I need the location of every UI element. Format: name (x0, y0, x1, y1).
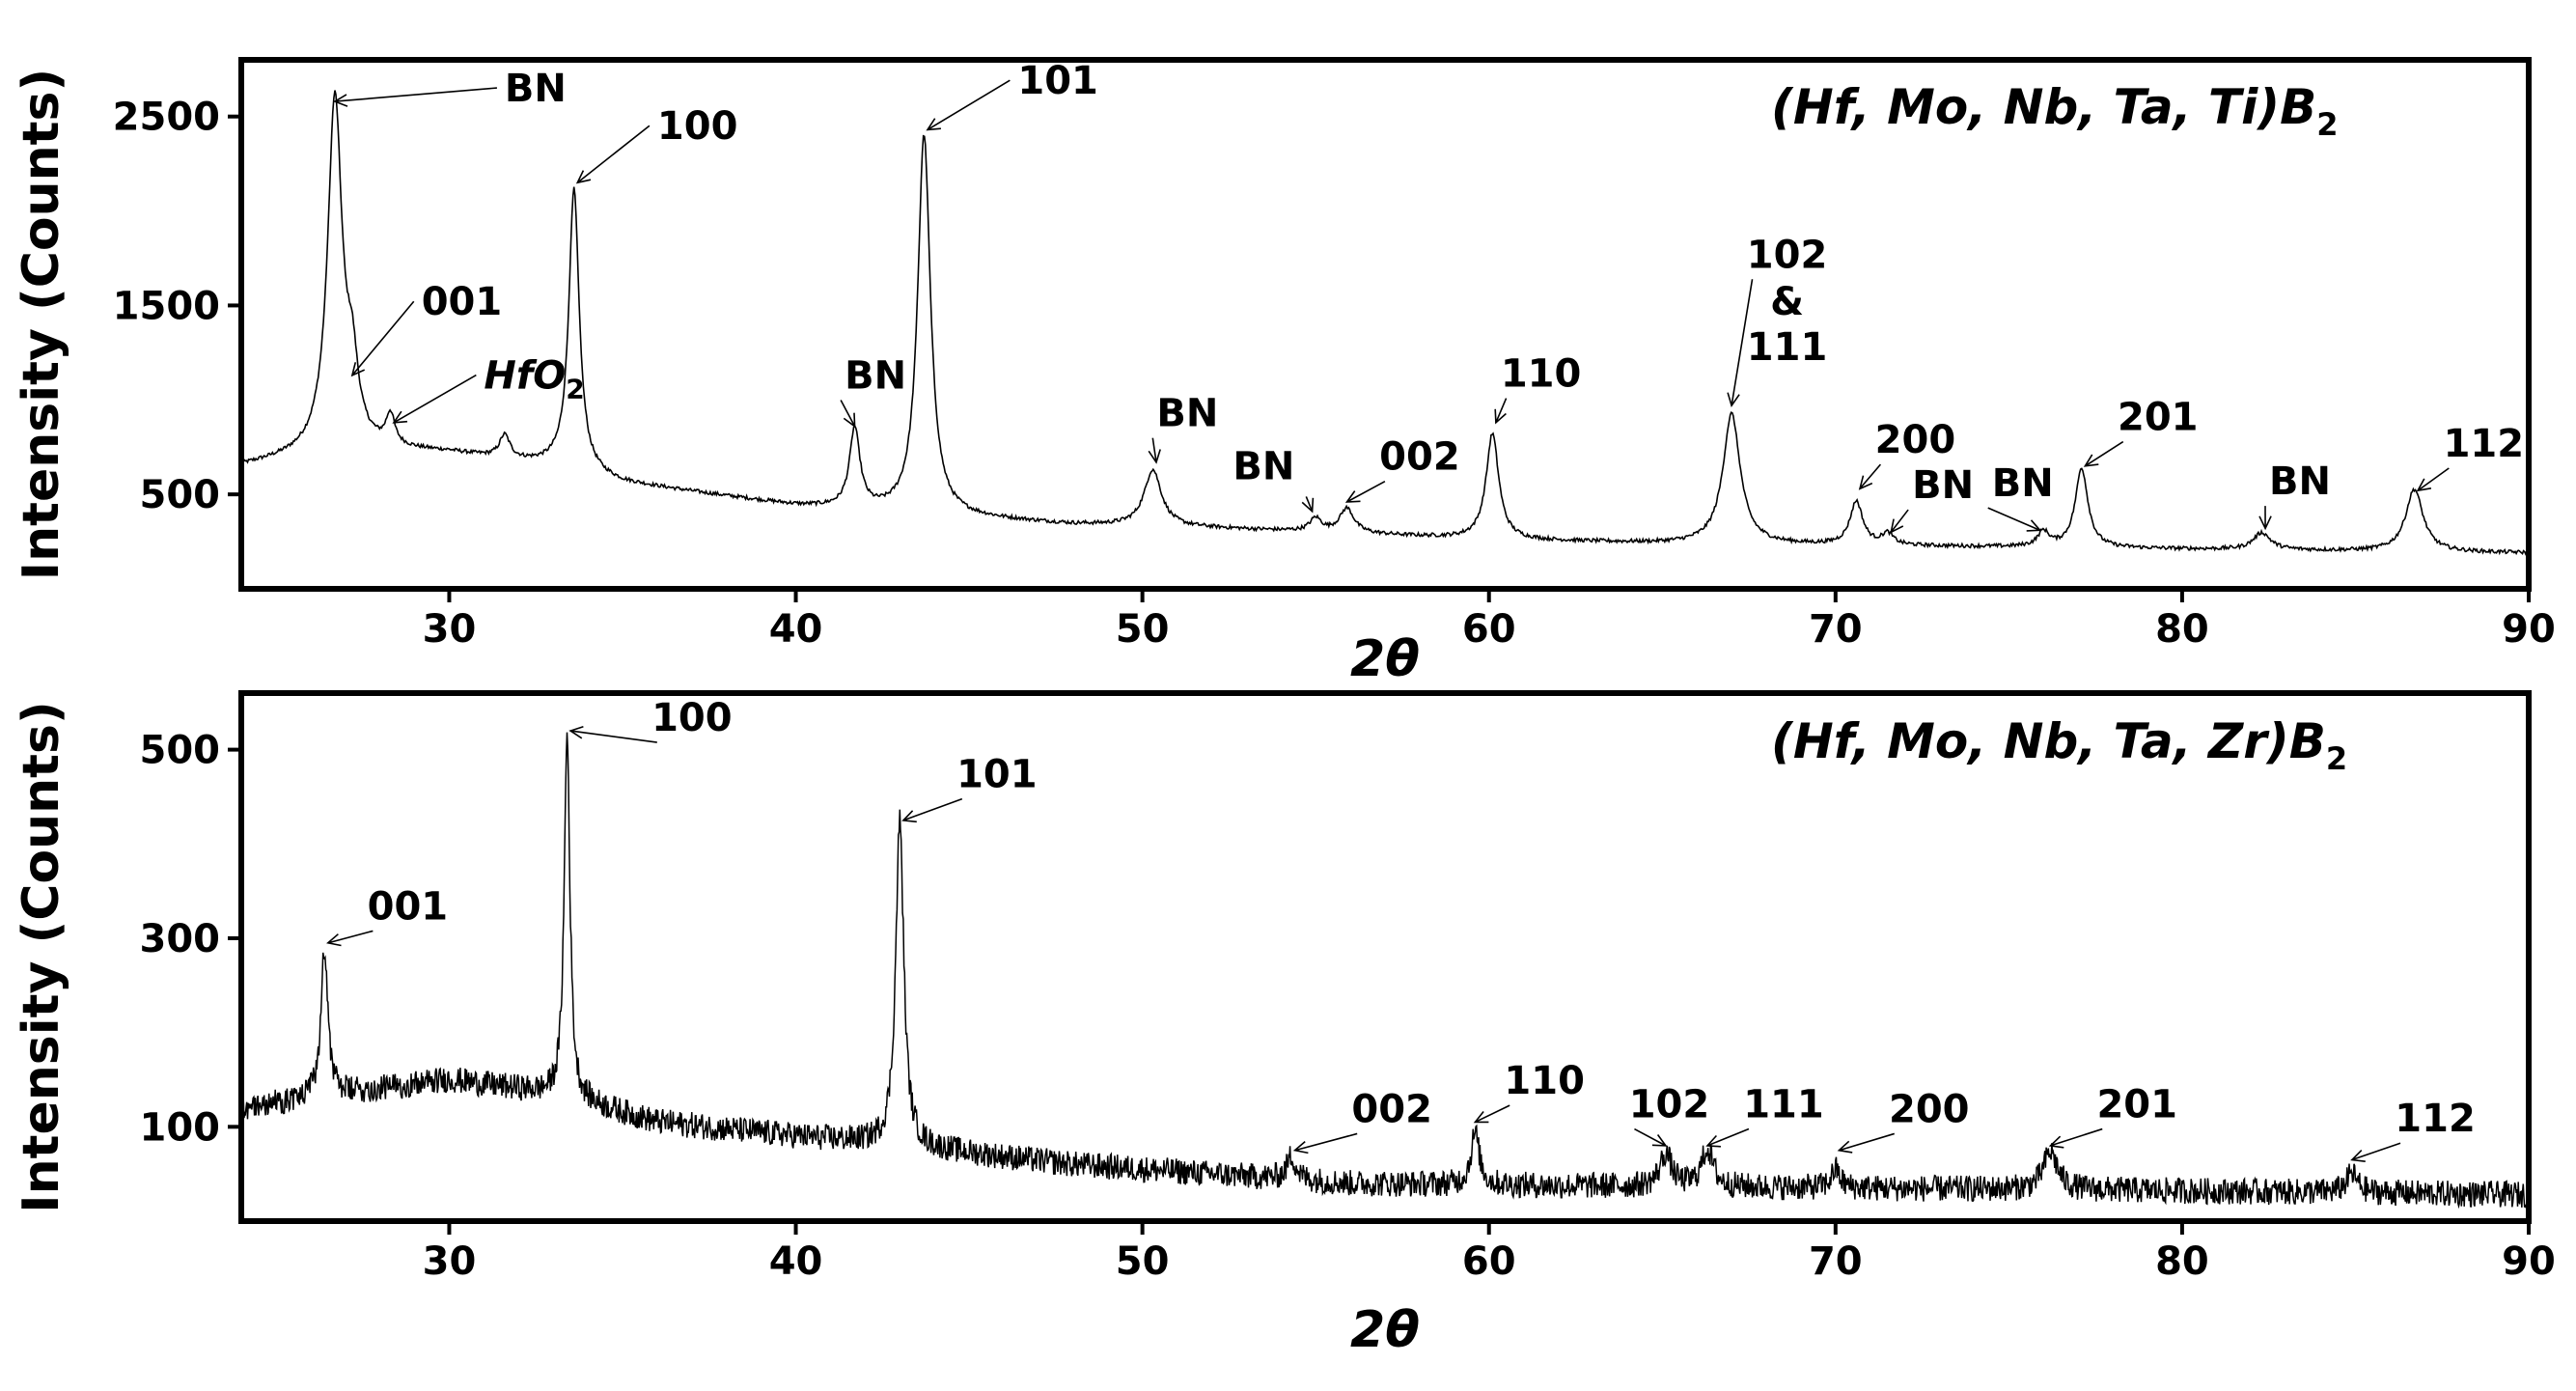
peak-label: HfO2 (484, 354, 584, 405)
peak-label: 102 (1747, 233, 1828, 277)
x-tick-label: 30 (423, 1239, 477, 1284)
annotation-arrow (2352, 1143, 2400, 1159)
annotation-arrow (335, 88, 497, 101)
x-tick-label: 80 (2155, 607, 2209, 652)
peak-label: 002 (1379, 435, 1460, 480)
panel-title: (Hf, Mo, Nb, Ta, Zr)B2 (1771, 713, 2347, 777)
peak-label: 110 (1504, 1059, 1585, 1103)
peak-label: 101 (956, 753, 1038, 797)
peak-label: 111 (1747, 325, 1828, 370)
annotation-arrow (2085, 442, 2122, 466)
y-axis-title: Intensity (Counts) (13, 701, 70, 1212)
peak-label: 201 (2118, 396, 2199, 440)
annotation-arrow (577, 125, 650, 182)
y-tick-label: 100 (140, 1105, 221, 1150)
peak-label: BN (2269, 459, 2331, 504)
peak-label: 201 (2096, 1083, 2177, 1127)
x-tick-label: 90 (2502, 607, 2556, 652)
peak-label: 002 (1351, 1087, 1432, 1131)
annotation-arrow (903, 799, 962, 821)
annotation-arrow (570, 731, 657, 742)
peak-label: BN (845, 354, 906, 399)
peak-label: BN (1156, 392, 1218, 436)
peak-label: 112 (2444, 422, 2525, 466)
annotation-arrowhead (928, 119, 941, 130)
x-tick-label: 90 (2502, 1239, 2556, 1284)
plot-frame (241, 693, 2529, 1221)
y-tick-label: 500 (140, 473, 221, 517)
peak-label: 101 (1017, 59, 1098, 103)
panel-title-subscript: 2 (2316, 106, 2338, 143)
panel-title-subscript: 2 (2326, 740, 2347, 777)
annotation-arrow (1988, 508, 2040, 530)
x-tick-label: 30 (423, 607, 477, 652)
annotation-arrow (394, 376, 476, 423)
peak-label: 110 (1501, 352, 1582, 397)
annotation-arrow (352, 301, 414, 376)
peak-label: BN (1992, 461, 2054, 506)
peak-label: BN (1912, 463, 1974, 508)
peak-label: 100 (657, 104, 738, 149)
peak-label: 200 (1889, 1087, 1970, 1131)
x-tick-label: 70 (1809, 607, 1863, 652)
y-tick-label: 2500 (113, 96, 220, 140)
peak-label: 200 (1875, 418, 1956, 462)
x-tick-label: 80 (2155, 1239, 2209, 1284)
peak-label: BN (505, 67, 567, 111)
peak-label: 100 (651, 696, 733, 740)
xrd-pattern-line (241, 733, 2529, 1208)
annotation-arrow (841, 401, 854, 427)
annotation-arrow (928, 80, 1010, 129)
peak-label: 102 (1629, 1083, 1710, 1127)
xrd-pattern-line (241, 91, 2529, 554)
x-tick-label: 40 (769, 1239, 823, 1284)
peak-label: 112 (2395, 1097, 2476, 1141)
peak-label: BN (1233, 444, 1294, 488)
x-tick-label: 60 (1462, 607, 1516, 652)
x-tick-label: 50 (1116, 1239, 1170, 1284)
y-axis-title: Intensity (Counts) (13, 69, 70, 580)
y-tick-label: 1500 (113, 284, 220, 328)
annotation-arrow (1347, 482, 1385, 502)
panel-top: 30 40 50 60 70 80 90 500 1500 2500 2θ Intensity (Co… (13, 59, 2556, 688)
peak-label: 111 (1743, 1083, 1824, 1127)
x-axis-title: 2θ (1350, 1301, 1420, 1359)
annotation-arrow (2418, 468, 2449, 490)
annotation-arrowhead (394, 411, 407, 423)
x-tick-label: 40 (769, 607, 823, 652)
y-tick-label: 300 (140, 917, 221, 961)
x-axis-title: 2θ (1350, 630, 1420, 688)
peak-label: & (1770, 280, 1804, 324)
x-tick-label: 60 (1462, 1239, 1516, 1284)
plot-frame (241, 60, 2529, 589)
peak-label-subscript: 2 (566, 374, 584, 405)
x-tick-label: 50 (1116, 607, 1170, 652)
y-tick-label: 500 (140, 729, 221, 773)
annotation-arrow (1634, 1129, 1665, 1146)
annotation-arrow (1475, 1105, 1510, 1122)
panel-title: (Hf, Mo, Nb, Ta, Ti)B2 (1771, 79, 2338, 143)
x-tick-label: 70 (1809, 1239, 1863, 1284)
annotation-arrow (1707, 1129, 1749, 1146)
panel-bottom: 30 40 50 60 70 80 90 100 300 500 2θ Intensity (Coun… (13, 693, 2556, 1359)
peak-label: 001 (368, 884, 449, 929)
peak-label: 001 (422, 280, 503, 324)
